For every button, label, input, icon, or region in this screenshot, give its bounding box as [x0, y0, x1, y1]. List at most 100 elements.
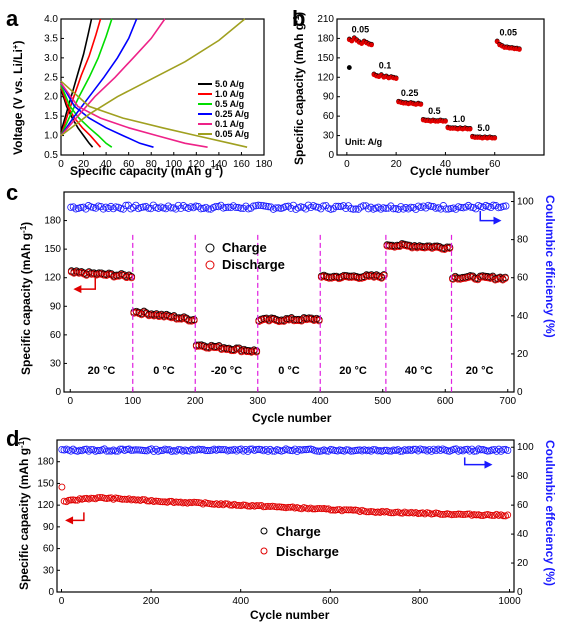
ce-point — [499, 446, 507, 454]
discharge-point — [143, 497, 151, 505]
discharge-point — [499, 512, 507, 520]
panel-c-y2label: Coulumbic efficiency (%) — [543, 195, 557, 338]
x-tick-label: 700 — [499, 396, 516, 407]
ce-point — [72, 205, 80, 213]
ce-point — [479, 203, 487, 211]
ce-point — [502, 202, 510, 210]
temperature-label: -20 °C — [211, 365, 242, 377]
ce-point — [152, 445, 160, 453]
panel-a: a 0 20 40 60 80 100 120 140 160 180 0.5 1.0 1.5 2.0 2.… — [6, 6, 273, 178]
ce-point — [384, 204, 392, 212]
ce-point — [103, 447, 111, 455]
y2-tick-label: 80 — [517, 471, 529, 482]
ce-point — [99, 205, 107, 213]
x-tick-label: 600 — [322, 596, 339, 607]
panel-d-y2label: Coulumbic effeciency (%) — [543, 440, 557, 586]
ce-point — [304, 201, 312, 209]
ce-point — [69, 203, 77, 211]
discharge-point — [269, 502, 276, 510]
x-tick-label: 500 — [374, 396, 391, 407]
ce-point — [150, 447, 158, 455]
x-tick-label: 20 — [78, 159, 90, 170]
discharge-point — [316, 504, 324, 512]
y-tick-label: 4.0 — [44, 14, 58, 25]
panel-b-frame — [336, 18, 545, 156]
charge-curve — [60, 18, 113, 136]
right-axis-arrow — [463, 457, 488, 466]
discharge-point — [516, 47, 522, 52]
ce-point — [253, 445, 261, 454]
discharge-point — [278, 503, 285, 511]
discharge-point — [252, 348, 261, 356]
discharge-point — [190, 316, 198, 325]
charge-curve — [60, 18, 138, 137]
left-axis-arrow — [79, 277, 96, 290]
y-tick-label: 180 — [37, 457, 54, 468]
legend-charge-label: Charge — [222, 240, 267, 255]
ce-point — [463, 445, 472, 454]
ce-point — [369, 446, 377, 454]
ce-point — [307, 203, 315, 212]
ce-point — [492, 202, 500, 210]
y-tick-label: 0 — [55, 387, 61, 398]
temperature-label: 0 °C — [153, 365, 175, 377]
x-tick-label: 200 — [143, 596, 160, 607]
left-axis-arrowhead — [73, 285, 82, 294]
discharge-point — [260, 503, 267, 511]
ce-point — [342, 204, 350, 212]
ce-point — [452, 445, 460, 453]
y2-tick-label: 100 — [517, 197, 534, 208]
ce-point — [76, 446, 84, 454]
discharge-point — [132, 496, 140, 504]
y2-tick-label: 80 — [517, 235, 529, 246]
ce-point — [226, 446, 234, 454]
x-tick-label: 20 — [391, 159, 403, 170]
discharge-point — [166, 497, 173, 505]
discharge-point — [284, 503, 292, 511]
discharge-point — [443, 118, 448, 124]
ce-point — [422, 204, 430, 212]
ce-point — [304, 445, 312, 453]
discharge-point — [345, 506, 353, 514]
discharge-curve — [60, 82, 208, 148]
y-tick-label: 90 — [323, 92, 335, 103]
discharge-point — [454, 510, 462, 518]
discharge-point — [329, 506, 337, 514]
x-tick-label: 300 — [249, 396, 266, 407]
panel-b-unit: Unit: A/g — [345, 137, 382, 147]
ce-point — [447, 204, 455, 213]
left-axis-arrowhead — [65, 516, 74, 525]
temperature-label: 0 °C — [278, 365, 300, 377]
ce-point — [432, 204, 440, 212]
ce-point — [394, 205, 402, 213]
ce-point — [137, 203, 145, 212]
ce-point — [149, 201, 157, 209]
discharge-point — [392, 508, 400, 516]
ce-point — [249, 202, 257, 210]
first-charge-point — [346, 65, 352, 70]
discharge-point — [362, 272, 371, 280]
discharge-point — [414, 510, 422, 518]
ce-point — [237, 445, 245, 453]
ce-point — [122, 201, 130, 209]
x-tick-label: 120 — [188, 159, 205, 170]
discharge-point — [463, 510, 471, 518]
rate-label: 0.5 — [428, 106, 441, 116]
discharge-point — [105, 494, 113, 502]
panel-b-ylabel: Specific capacity (mAh g-1) — [292, 12, 306, 165]
ce-point — [334, 202, 342, 211]
discharge-point — [311, 505, 319, 513]
y-tick-label: 2.0 — [44, 92, 58, 103]
discharge-point — [204, 499, 211, 507]
ce-point — [97, 202, 105, 211]
ce-point — [329, 205, 337, 213]
discharge-point — [244, 502, 252, 510]
discharge-point — [152, 497, 160, 505]
discharge-curve — [60, 82, 154, 148]
discharge-point — [477, 511, 485, 519]
y-tick-label: 30 — [50, 358, 62, 369]
y2-tick-label: 60 — [517, 273, 529, 284]
ce-point — [219, 204, 227, 212]
x-tick-label: 60 — [123, 159, 135, 170]
ce-point — [470, 447, 478, 455]
